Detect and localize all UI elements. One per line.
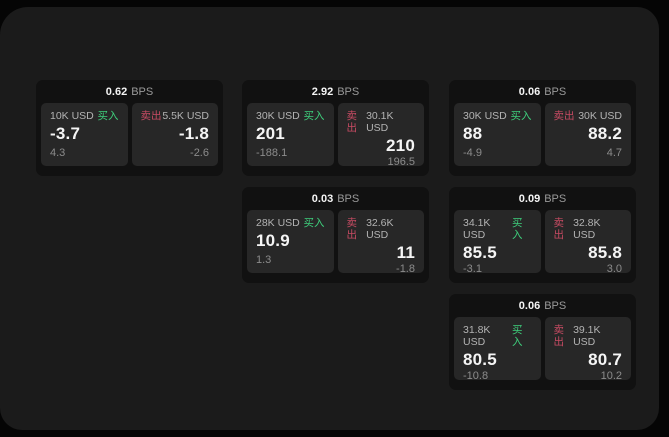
sell-side-label: 卖出 [346,217,358,241]
quote-card: 0.06 BPS 31.8K USD 买入 80.5 -10.8 卖出 39.1… [449,294,636,390]
spread-bps-value: 0.03 [311,192,334,205]
quote-card: 0.06 BPS 30K USD 买入 88 -4.9 卖出 30K USD 8… [449,80,636,176]
buy-price: 10.9 [256,231,290,250]
card-header: 0.09 BPS [449,187,636,210]
quote-card: 0.62 BPS 10K USD 买入 -3.7 4.3 卖出 5.5K USD… [36,80,223,176]
buy-price: 201 [256,124,285,143]
spread-bps-value: 2.92 [311,85,334,98]
sell-delta: -1.8 [396,263,415,275]
buy-delta: -3.1 [463,263,482,275]
sell-quote-tile[interactable]: 卖出 39.1K USD 80.7 10.2 [544,317,631,382]
buy-delta: 4.3 [50,147,66,159]
buy-price: 88 [463,124,483,143]
bps-unit-label: BPS [544,299,567,312]
buy-side-label: 买入 [510,110,532,122]
buy-quote-tile[interactable]: 30K USD 买入 201 -188.1 [247,103,334,166]
sell-delta: 196.5 [387,156,415,168]
quote-card: 0.09 BPS 34.1K USD 买入 85.5 -3.1 卖出 32.8K… [449,187,636,283]
quote-card: 0.03 BPS 28K USD 买入 10.9 1.3 卖出 32.6K US… [242,187,429,283]
sell-size-label: 30K USD [578,110,622,122]
sell-side-label: 卖出 [553,110,575,122]
spread-bps-value: 0.62 [105,85,128,98]
sell-size-label: 32.6K USD [366,217,394,241]
bps-unit-label: BPS [544,85,567,98]
sell-size-label: 30.1K USD [366,110,394,134]
buy-delta: -188.1 [256,147,288,159]
buy-side-label: 买入 [97,110,119,122]
sell-delta: 3.0 [606,263,622,275]
bps-unit-label: BPS [131,85,154,98]
buy-side-label: 买入 [511,324,523,348]
sell-price: 80.7 [588,350,622,369]
card-header: 2.92 BPS [242,80,429,103]
sell-side-label: 卖出 [553,217,565,241]
buy-size-label: 30K USD [463,110,507,122]
card-header: 0.06 BPS [449,294,636,317]
buy-price: 80.5 [463,350,497,369]
spread-bps-value: 0.09 [518,192,541,205]
sell-price: 210 [386,136,415,155]
sell-delta: 10.2 [600,370,622,382]
buy-size-label: 30K USD [256,110,300,122]
buy-delta: -4.9 [463,147,482,159]
buy-side-label: 买入 [303,217,325,229]
buy-side-label: 买入 [511,217,523,241]
app-panel: 0.62 BPS 10K USD 买入 -3.7 4.3 卖出 5.5K USD… [0,7,659,430]
sell-size-label: 5.5K USD [162,110,209,122]
bps-unit-label: BPS [544,192,567,205]
buy-side-label: 买入 [303,110,325,122]
buy-size-label: 34.1K USD [463,217,491,241]
buy-delta: 1.3 [256,254,272,266]
sell-quote-tile[interactable]: 卖出 5.5K USD -1.8 -2.6 [131,103,218,166]
sell-size-label: 32.8K USD [573,217,601,241]
sell-delta: -2.6 [190,147,209,159]
buy-quote-tile[interactable]: 34.1K USD 买入 85.5 -3.1 [454,210,541,275]
sell-side-label: 卖出 [553,324,565,348]
sell-size-label: 39.1K USD [573,324,601,348]
buy-delta: -10.8 [463,370,489,382]
sell-price: 11 [396,243,415,262]
buy-price: 85.5 [463,243,497,262]
sell-price: 88.2 [588,124,622,143]
spread-bps-value: 0.06 [518,85,541,98]
sell-quote-tile[interactable]: 卖出 32.6K USD 11 -1.8 [337,210,424,275]
card-header: 0.62 BPS [36,80,223,103]
sell-side-label: 卖出 [346,110,358,134]
buy-size-label: 31.8K USD [463,324,491,348]
sell-price: -1.8 [178,124,209,143]
buy-size-label: 28K USD [256,217,300,229]
buy-price: -3.7 [50,124,81,143]
sell-side-label: 卖出 [140,110,162,122]
buy-size-label: 10K USD [50,110,94,122]
buy-quote-tile[interactable]: 28K USD 买入 10.9 1.3 [247,210,334,273]
bps-unit-label: BPS [337,85,360,98]
card-header: 0.06 BPS [449,80,636,103]
sell-delta: 4.7 [606,147,622,159]
spread-bps-value: 0.06 [518,299,541,312]
buy-quote-tile[interactable]: 30K USD 买入 88 -4.9 [454,103,541,166]
sell-quote-tile[interactable]: 卖出 30K USD 88.2 4.7 [544,103,631,166]
quote-card: 2.92 BPS 30K USD 买入 201 -188.1 卖出 30.1K … [242,80,429,176]
bps-unit-label: BPS [337,192,360,205]
buy-quote-tile[interactable]: 10K USD 买入 -3.7 4.3 [41,103,128,166]
sell-quote-tile[interactable]: 卖出 32.8K USD 85.8 3.0 [544,210,631,275]
sell-quote-tile[interactable]: 卖出 30.1K USD 210 196.5 [337,103,424,168]
card-header: 0.03 BPS [242,187,429,210]
buy-quote-tile[interactable]: 31.8K USD 买入 80.5 -10.8 [454,317,541,382]
sell-price: 85.8 [588,243,622,262]
